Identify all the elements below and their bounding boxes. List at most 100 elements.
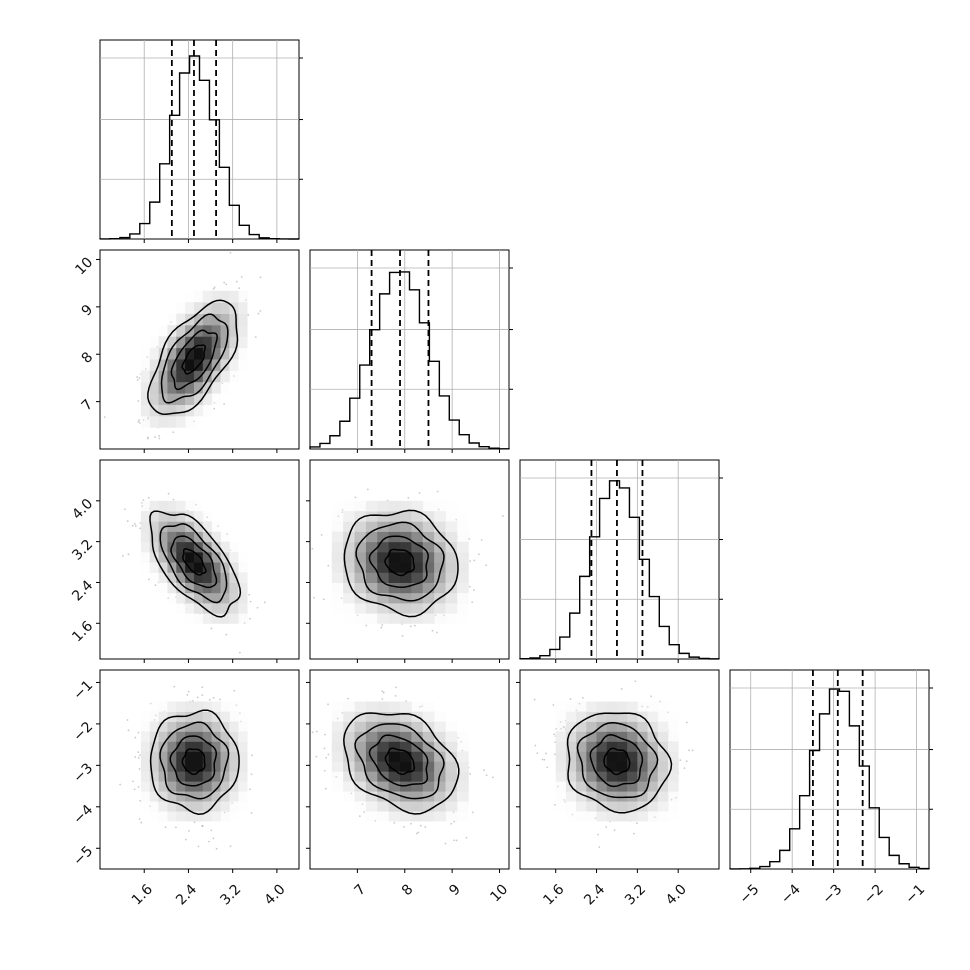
sample-point [137,786,140,788]
density-block [185,613,195,624]
sample-point [311,547,314,550]
sample-point [502,515,504,517]
density-block [343,500,356,512]
density-block [202,562,213,573]
density-block [140,781,151,792]
density-block [149,711,160,722]
density-block [167,572,177,583]
sample-point [137,400,140,402]
density-block [158,731,168,742]
sample-point [381,698,384,700]
sample-point [229,251,232,254]
density-block [176,500,186,512]
sample-point [240,276,243,278]
sample-point [206,516,209,519]
sample-point [187,690,190,693]
density-block [365,592,378,604]
sample-point [416,832,418,835]
density-block [140,370,151,383]
density-block [365,500,378,512]
density-block [229,771,239,782]
density-block [158,358,168,371]
density-block [211,801,222,812]
density-block [220,572,230,583]
density-block [140,358,151,371]
sample-point [341,508,344,511]
sample-point [103,416,106,419]
density-block [456,613,469,624]
density-block [202,592,213,604]
density-block [343,551,356,563]
sample-point [315,730,318,733]
density-block [185,370,195,383]
density-block [202,302,213,314]
density-block [185,393,195,405]
density-block [229,751,239,762]
sample-point [409,625,412,628]
density-block [422,562,435,573]
sample-point [380,626,383,629]
density-block [193,562,204,573]
sample-point [149,702,152,705]
density-block [229,810,239,822]
density-block [167,500,177,512]
density-block [149,701,160,712]
density-block [377,551,390,563]
sample-point [336,717,339,720]
density-block [331,582,344,594]
density-block [202,801,213,812]
density-block [377,582,390,594]
density-block [238,613,248,624]
sample-point [153,719,156,721]
density-block [193,613,204,624]
density-block [185,741,195,752]
sample-point [142,418,145,421]
density-block [149,791,160,802]
density-block [238,313,248,326]
density-block [400,521,412,532]
density-block [422,541,435,553]
sample-point [239,712,241,715]
sample-point [123,508,126,511]
density-block [211,721,222,732]
density-block [354,500,367,512]
density-block [176,551,186,563]
sample-point [212,287,215,290]
density-block [176,721,186,732]
density-block [185,302,195,314]
density-block [193,721,204,732]
histogram-panel-2 [519,459,723,660]
histogram-step [309,271,510,450]
density-block [220,731,230,742]
density-block [140,511,151,522]
sample-point [137,757,140,759]
density-block [176,370,186,383]
density-block [149,393,160,405]
sample-point [407,496,410,499]
density-block [238,791,248,802]
density-block [377,562,390,573]
density-block [354,521,367,532]
density-block [343,602,356,614]
sample-point [249,600,252,603]
density-block [354,562,367,573]
density-block [354,541,367,553]
density-block [140,381,151,394]
sample-point [243,622,246,624]
density-block [202,347,213,360]
density-block [176,404,186,417]
density-contour [182,548,207,576]
density-panel-2-0 [99,459,300,660]
density-block [434,562,447,573]
density-block [193,404,204,417]
sample-point [185,838,187,841]
density-block [220,582,230,594]
density-block [158,521,168,532]
sample-point [245,299,247,301]
density-block [456,531,469,543]
sample-point [381,690,384,693]
density-block [176,302,186,314]
density-block [211,290,222,303]
sample-point [193,420,196,423]
